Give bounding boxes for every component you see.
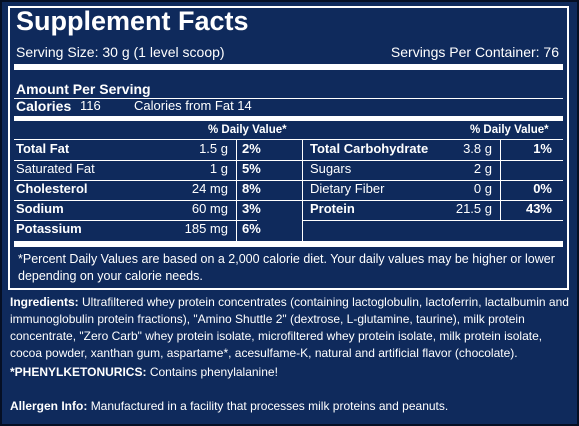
- ingredients-section: Ingredients: Ultrafiltered whey protein …: [10, 294, 570, 362]
- nutrient-name: Total Carbohydrate: [310, 141, 429, 156]
- nutrient-name: Dietary Fiber: [310, 181, 385, 196]
- nutrient-name: Total Fat: [16, 141, 70, 156]
- nutrient-dv: 6%: [242, 221, 261, 236]
- nutrient-amount: 24 mg: [191, 181, 228, 196]
- nutrient-name: Sugars: [310, 161, 352, 176]
- dv-header-right: % Daily Value*: [470, 124, 549, 136]
- divider: [302, 220, 563, 221]
- phenylketonurics-text: Contains phenylalanine!: [149, 365, 278, 379]
- nutrient-name: Saturated Fat: [16, 161, 95, 176]
- nutrient-dv: 43%: [525, 201, 552, 216]
- allergen-label: Allergen Info:: [10, 399, 88, 413]
- nutrient-amount: 3.8 g: [463, 141, 492, 156]
- nutrient-name: Cholesterol: [16, 181, 88, 196]
- dv-header-left: % Daily Value*: [208, 124, 287, 136]
- nutrient-amount: 1 g: [209, 161, 228, 176]
- allergen-text: Manufactured in a facility that processe…: [90, 399, 449, 413]
- nutrient-name: Sodium: [16, 201, 64, 216]
- divider: [14, 160, 563, 161]
- ingredients-text: Ultrafiltered whey protein concentrates …: [10, 295, 569, 360]
- divider: [14, 98, 563, 99]
- phenylketonurics-label: *PHENYLKETONURICS:: [10, 365, 147, 379]
- nutrient-amount: 60 mg: [191, 201, 228, 216]
- allergen-section: Allergen Info: Manufactured in a facilit…: [10, 398, 570, 415]
- nutrient-name: Protein: [310, 201, 355, 216]
- nutrient-amount: 0 g: [473, 181, 492, 196]
- divider: [14, 139, 563, 140]
- nutrient-dv: 1%: [533, 141, 552, 156]
- nutrient-name: Potassium: [16, 221, 82, 236]
- nutrient-amount: 21.5 g: [455, 201, 492, 216]
- daily-value-footnote: *Percent Daily Values are based on a 2,0…: [18, 252, 555, 283]
- nutrient-dv: 3%: [242, 201, 261, 216]
- calories-value: 116: [80, 98, 101, 113]
- nutrient-dv: 0%: [533, 181, 552, 196]
- nutrient-dv: 2%: [242, 141, 261, 156]
- thick-divider: [14, 64, 563, 70]
- ingredients-label: Ingredients:: [10, 295, 79, 309]
- divider: [14, 200, 563, 201]
- nutrient-amount: 1.5 g: [199, 141, 228, 156]
- calories-from-fat: Calories from Fat 14: [134, 98, 252, 113]
- nutrient-dv: 5%: [242, 161, 261, 176]
- thick-divider: [14, 241, 563, 247]
- phenylketonurics-section: *PHENYLKETONURICS: Contains phenylalanin…: [10, 364, 570, 381]
- nutrient-amount: 2 g: [473, 161, 492, 176]
- label-title: Supplement Facts: [16, 6, 249, 36]
- amount-per-serving: Amount Per Serving: [16, 81, 151, 97]
- nutrient-dv: 8%: [242, 181, 261, 196]
- column-divider: [302, 139, 303, 241]
- divider: [14, 220, 257, 221]
- calories-label: Calories: [16, 98, 72, 114]
- nutrient-amount: 185 mg: [184, 221, 228, 236]
- facts-label-box: Supplement Facts Serving Size: 30 g (1 l…: [8, 6, 569, 290]
- divider: [14, 180, 563, 181]
- serving-size: Serving Size: 30 g (1 level scoop): [16, 44, 225, 60]
- thick-divider: [14, 116, 563, 121]
- servings-per-container: Servings Per Container: 76: [390, 44, 559, 60]
- column-divider: [236, 139, 237, 241]
